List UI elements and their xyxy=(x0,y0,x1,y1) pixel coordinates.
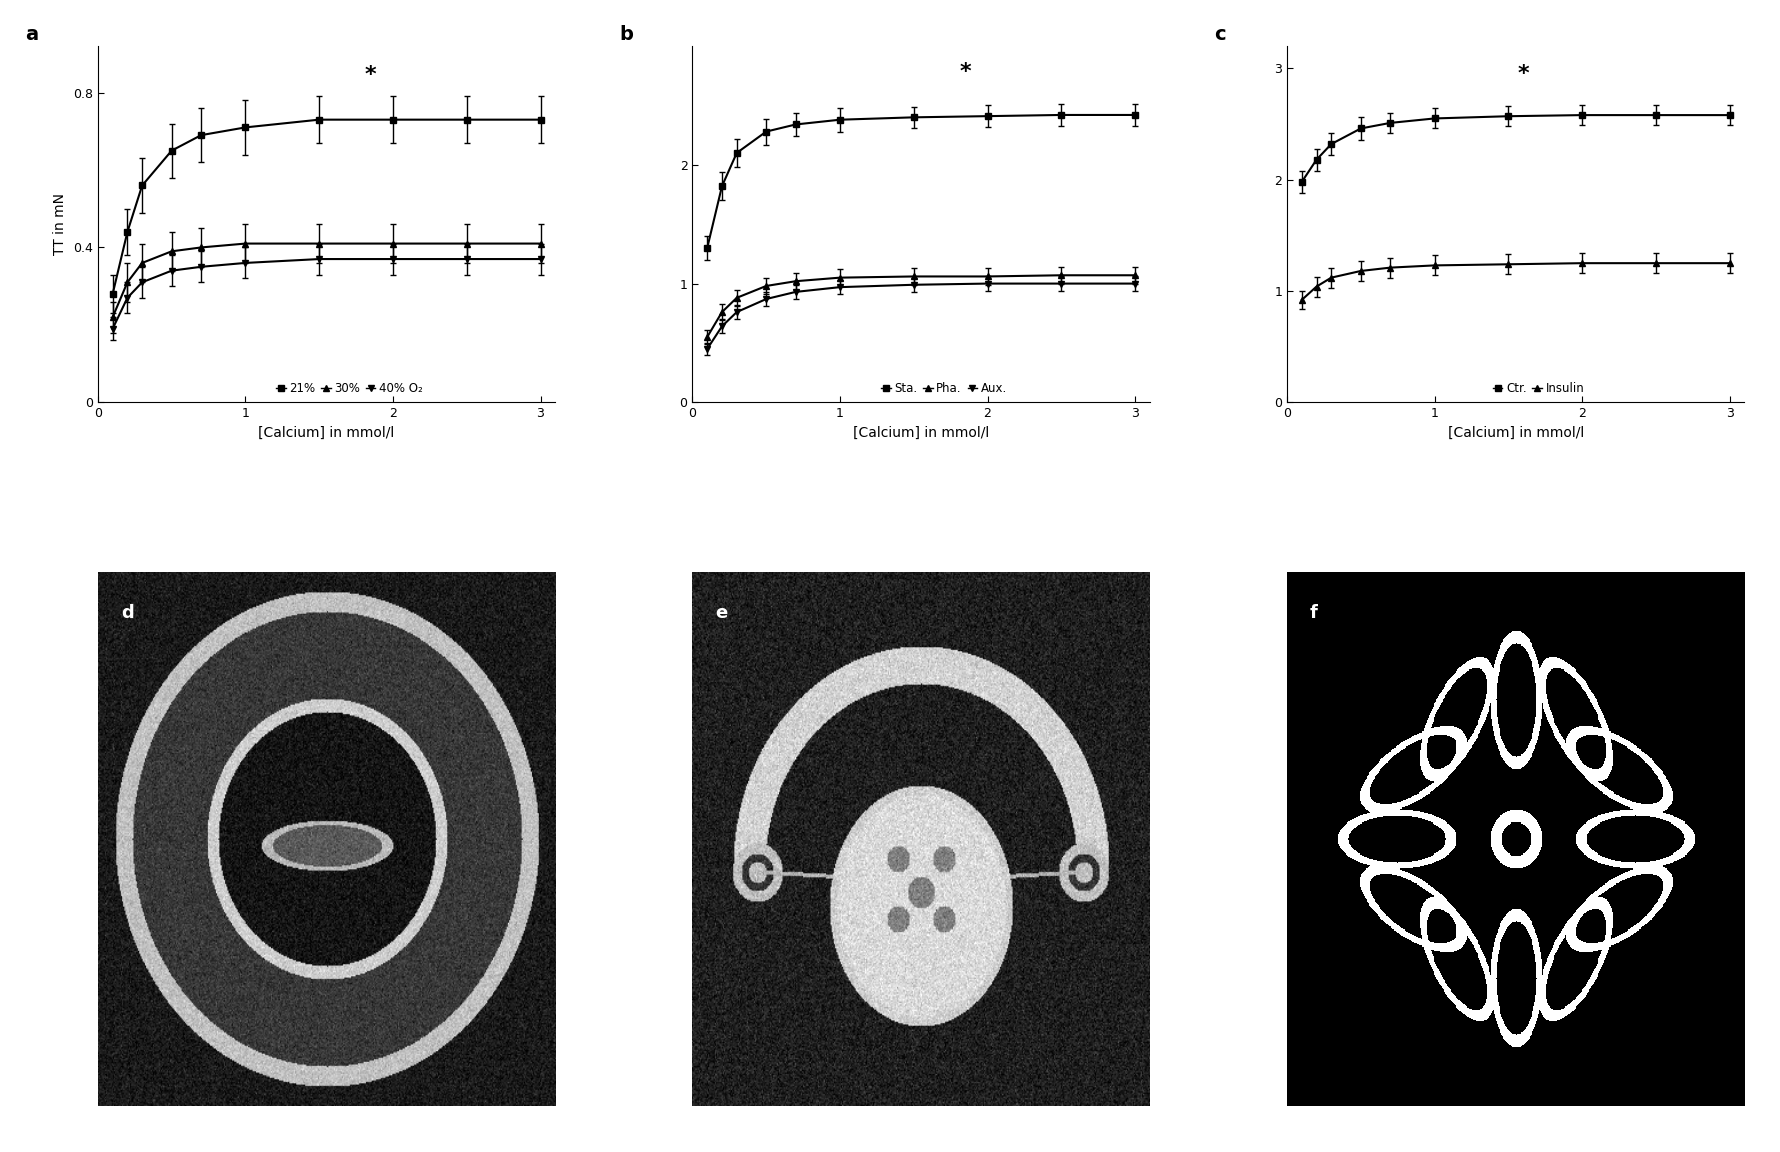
Legend: Ctr., Insulin: Ctr., Insulin xyxy=(1488,378,1590,400)
Text: *: * xyxy=(1517,63,1529,84)
Text: e: e xyxy=(716,604,728,622)
Text: *: * xyxy=(365,66,377,85)
X-axis label: [Calcium] in mmol/l: [Calcium] in mmol/l xyxy=(1447,426,1584,440)
Text: b: b xyxy=(619,24,634,44)
Legend: 21%, 30%, 40% O₂: 21%, 30%, 40% O₂ xyxy=(272,378,427,400)
Text: f: f xyxy=(1310,604,1317,622)
Legend: Sta., Pha., Aux.: Sta., Pha., Aux. xyxy=(876,378,1011,400)
X-axis label: [Calcium] in mmol/l: [Calcium] in mmol/l xyxy=(853,426,990,440)
X-axis label: [Calcium] in mmol/l: [Calcium] in mmol/l xyxy=(258,426,395,440)
Y-axis label: TT in mN: TT in mN xyxy=(53,194,68,256)
Text: a: a xyxy=(25,24,37,44)
Text: c: c xyxy=(1214,24,1225,44)
Text: d: d xyxy=(121,604,134,622)
Text: *: * xyxy=(959,62,972,82)
